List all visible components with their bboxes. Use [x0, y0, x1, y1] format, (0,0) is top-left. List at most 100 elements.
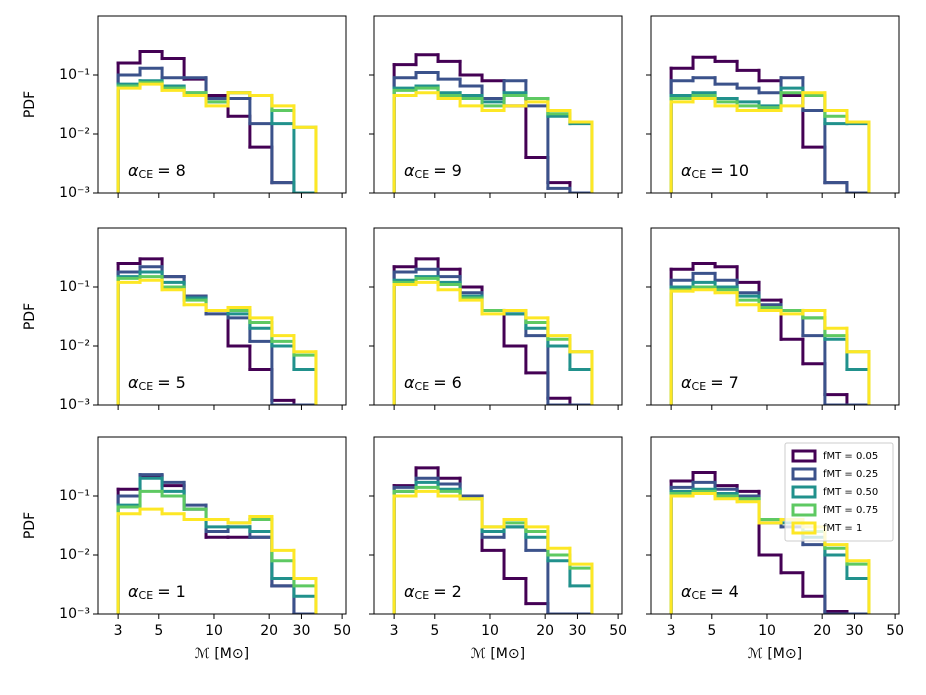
- panel: 10⁻³ 10⁻² 10⁻¹ PDF αCE = 5: [22, 227, 347, 413]
- annotation-rest: = 10: [710, 161, 749, 180]
- annotation-rest: = 6: [433, 373, 462, 392]
- annotation: αCE = 7: [681, 373, 739, 394]
- histograms: [116, 473, 318, 614]
- x-tick-label: 3: [667, 623, 676, 639]
- axes-frame: [373, 227, 623, 406]
- y-tick-label: 10⁻²: [59, 547, 90, 563]
- annotation-rest: = 1: [157, 582, 186, 601]
- legend-label: fMT = 0.50: [823, 487, 878, 498]
- x-axis-label: ℳ [M⊙]: [748, 646, 802, 662]
- x-tick-label: 30: [569, 623, 587, 639]
- y-tick-label: 10⁻³: [59, 397, 90, 413]
- annotation-rest: = 2: [433, 582, 462, 601]
- x-tick-label: 50: [886, 623, 904, 639]
- panel: αCE = 10: [646, 15, 900, 198]
- legend-swatch: [791, 467, 817, 481]
- x-axis-label: ℳ [M⊙]: [471, 646, 525, 662]
- y-tick-label: 10⁻²: [59, 338, 90, 354]
- annotation-rest: = 9: [433, 161, 462, 180]
- annotation-rest: = 8: [157, 161, 186, 180]
- x-axis-label: ℳ [M⊙]: [195, 646, 249, 662]
- annotation-symbol: α: [128, 161, 139, 180]
- x-tick-label: 5: [154, 623, 163, 639]
- axes-frame: [650, 227, 900, 406]
- annotation: αCE = 9: [404, 161, 462, 182]
- legend-swatch: [791, 521, 817, 535]
- axes-frame: [97, 15, 347, 194]
- annotation-rest: = 5: [157, 373, 186, 392]
- histograms: [116, 50, 318, 193]
- panel: 3 5 10 20 30 50 ℳ [M⊙] αCE = 2: [369, 436, 627, 662]
- x-tick-label: 20: [536, 623, 554, 639]
- histograms: [669, 55, 871, 193]
- histograms: [392, 53, 594, 193]
- histograms: [392, 466, 594, 614]
- x-tick-label: 50: [609, 623, 627, 639]
- annotation: αCE = 10: [681, 161, 749, 182]
- axes-frame: [373, 15, 623, 194]
- annotation: αCE = 2: [404, 582, 462, 603]
- x-tick-label: 10: [758, 623, 776, 639]
- annotation-subscript: CE: [692, 168, 707, 181]
- x-tick-label: 10: [205, 623, 223, 639]
- annotation-rest: = 4: [710, 582, 739, 601]
- y-tick-label: 10⁻³: [59, 606, 90, 622]
- legend-label: fMT = 0.25: [823, 469, 878, 480]
- annotation-symbol: α: [681, 161, 692, 180]
- annotation: αCE = 4: [681, 582, 739, 603]
- x-tick-label: 3: [114, 623, 123, 639]
- panel: αCE = 7: [646, 227, 900, 410]
- legend-swatch: [791, 485, 817, 499]
- annotation: αCE = 5: [128, 373, 186, 394]
- x-tick-label: 30: [293, 623, 311, 639]
- histograms: [669, 262, 871, 405]
- y-tick-label: 10⁻¹: [59, 279, 90, 295]
- y-axis-label: PDF: [22, 303, 38, 330]
- annotation-symbol: α: [681, 582, 692, 601]
- panel: 10⁻³ 10⁻² 10⁻¹ PDF αCE = 8: [22, 15, 347, 201]
- y-axis-label: PDF: [22, 512, 38, 539]
- legend-label: fMT = 0.75: [823, 505, 878, 516]
- panel: αCE = 6: [369, 227, 623, 410]
- legend: fMT = 0.05 fMT = 0.25 fMT = 0.50 fMT = 0.75…: [784, 442, 894, 542]
- axes-frame: [97, 436, 347, 615]
- legend-label: fMT = 0.05: [823, 451, 878, 462]
- annotation-subscript: CE: [139, 168, 154, 181]
- legend-swatch: [791, 449, 817, 463]
- x-tick-label: 20: [260, 623, 278, 639]
- annotation-subscript: CE: [139, 380, 154, 393]
- annotation-symbol: α: [128, 373, 139, 392]
- annotation-symbol: α: [128, 582, 139, 601]
- annotation: αCE = 6: [404, 373, 462, 394]
- x-tick-label: 5: [707, 623, 716, 639]
- axes-frame: [650, 15, 900, 194]
- y-tick-label: 10⁻¹: [59, 67, 90, 83]
- axes-frame: [373, 436, 623, 615]
- histograms: [392, 257, 594, 405]
- y-tick-label: 10⁻³: [59, 185, 90, 201]
- x-tick-label: 30: [846, 623, 864, 639]
- legend-swatch: [791, 503, 817, 517]
- annotation-subscript: CE: [415, 589, 430, 602]
- annotation-subscript: CE: [692, 589, 707, 602]
- legend-label: fMT = 1: [823, 523, 862, 534]
- annotation-symbol: α: [404, 373, 415, 392]
- annotation-subscript: CE: [139, 589, 154, 602]
- histograms: [116, 257, 318, 405]
- x-tick-label: 5: [430, 623, 439, 639]
- y-tick-label: 10⁻¹: [59, 488, 90, 504]
- annotation-subscript: CE: [415, 380, 430, 393]
- annotation: αCE = 1: [128, 582, 186, 603]
- annotation: αCE = 8: [128, 161, 186, 182]
- x-tick-label: 20: [813, 623, 831, 639]
- panel: 3 5 10 20 30 50 10⁻³ 10⁻² 10⁻¹ PDF ℳ [M⊙] αCE = 1: [22, 436, 351, 662]
- axes-frame: [650, 436, 900, 615]
- annotation-subscript: CE: [692, 380, 707, 393]
- x-tick-label: 3: [390, 623, 399, 639]
- x-tick-label: 10: [481, 623, 499, 639]
- y-axis-label: PDF: [22, 91, 38, 118]
- annotation-symbol: α: [404, 582, 415, 601]
- annotation-rest: = 7: [710, 373, 739, 392]
